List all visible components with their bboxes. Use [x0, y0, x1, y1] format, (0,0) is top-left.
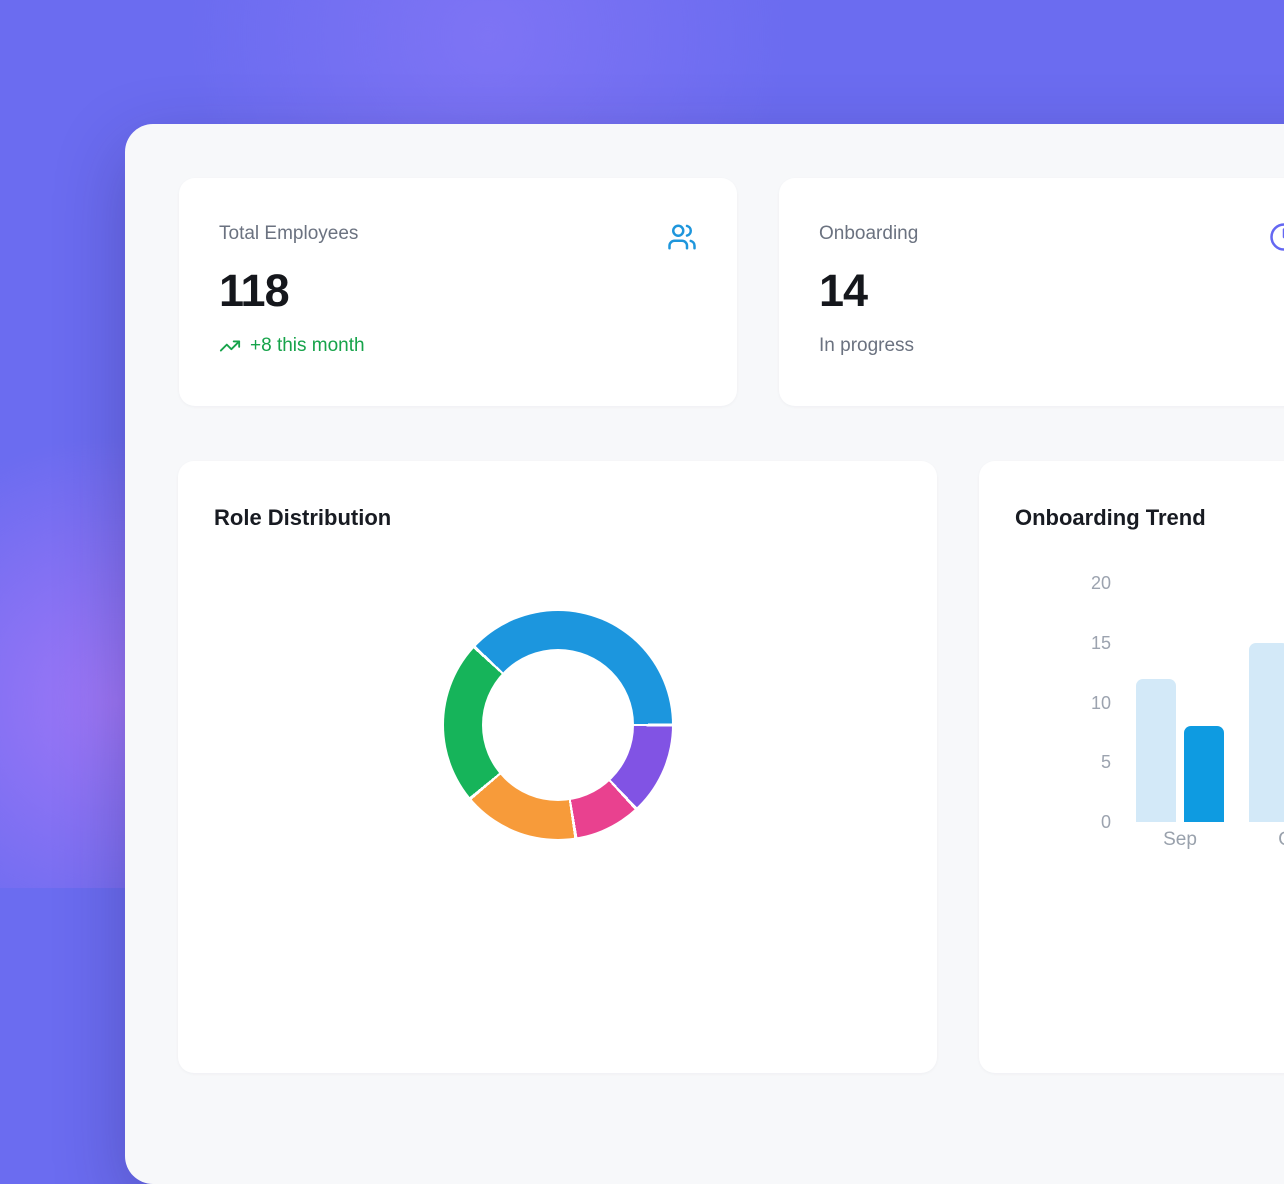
stat-trend: +8 this month: [219, 334, 697, 358]
stat-label: Onboarding: [819, 222, 1284, 246]
clock-icon: [1269, 222, 1284, 252]
y-tick-label: 5: [979, 751, 1111, 773]
background: { "theme": { "background": "#6B6CF0", "p…: [0, 0, 1284, 888]
stat-card-inner: Onboarding 14 In progress: [779, 178, 1284, 406]
bar-sep-series-dark-blue: [1184, 726, 1224, 822]
stat-card-onboarding: Onboarding 14 In progress: [779, 178, 1284, 406]
y-tick-label: 15: [979, 632, 1111, 654]
bar-oct-series-light-blue: [1249, 643, 1284, 822]
stat-sub-text: In progress: [819, 334, 1284, 358]
stat-label: Total Employees: [219, 222, 697, 246]
users-icon: [667, 222, 697, 252]
chart-card-role-distribution: Role Distribution: [178, 461, 937, 1073]
x-tick-label: Oct: [1249, 829, 1284, 851]
bar-sep-series-light-blue: [1136, 679, 1176, 822]
stat-value: 14: [819, 266, 1284, 316]
donut-chart: [444, 611, 672, 839]
donut-hole: [482, 649, 634, 801]
dashboard-panel: Total Employees 118 +8 this month: [125, 124, 1284, 1184]
stat-card-inner: Total Employees 118 +8 this month: [179, 178, 737, 406]
users-icon-svg: [667, 222, 697, 252]
bar-chart: 0 5 10 15 20 Sep Oct: [979, 461, 1284, 1073]
x-tick-label: Sep: [1136, 829, 1224, 851]
chart-title: Role Distribution: [214, 505, 391, 531]
clock-icon-svg: [1269, 222, 1284, 252]
y-tick-label: 20: [979, 572, 1111, 594]
trending-up-icon: [219, 335, 241, 357]
y-tick-label: 0: [979, 811, 1111, 833]
y-tick-label: 10: [979, 692, 1111, 714]
trending-up-icon-svg: [219, 335, 241, 357]
stat-trend-text: +8 this month: [250, 334, 365, 358]
stat-card-total-employees: Total Employees 118 +8 this month: [179, 178, 737, 406]
chart-card-onboarding-trend: Onboarding Trend 05101520SepOct: [979, 461, 1284, 1073]
stat-value: 118: [219, 266, 697, 316]
